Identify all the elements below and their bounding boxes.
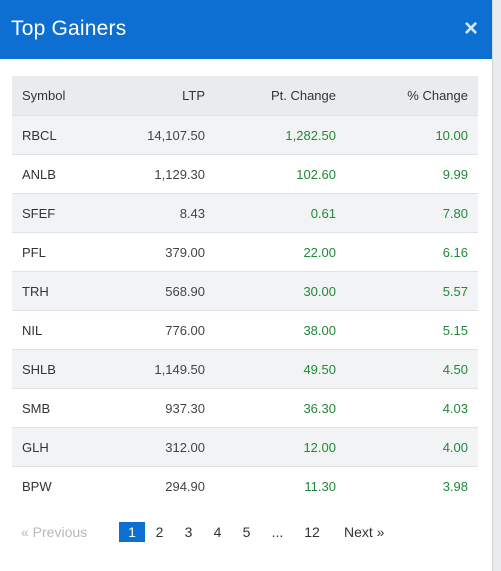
cell-ltp: 14,107.50 (112, 115, 215, 155)
cell-symbol: ANLB (12, 154, 112, 194)
table-row: ANLB 1,129.30 102.60 9.99 (12, 154, 478, 194)
close-icon[interactable]: × (463, 15, 478, 42)
cell-pct-change: 5.57 (346, 271, 478, 311)
cell-pt-change: 1,282.50 (215, 115, 346, 155)
cell-ltp: 312.00 (112, 427, 215, 467)
table-row: RBCL 14,107.50 1,282.50 10.00 (12, 115, 478, 155)
table-row: GLH 312.00 12.00 4.00 (12, 427, 478, 467)
cell-pt-change: 0.61 (215, 193, 346, 233)
table-row: SHLB 1,149.50 49.50 4.50 (12, 349, 478, 389)
cell-pct-change: 4.00 (346, 427, 478, 467)
cell-symbol: PFL (12, 232, 112, 272)
cell-pct-change: 4.03 (346, 388, 478, 428)
cell-ltp: 8.43 (112, 193, 215, 233)
table-row: SFEF 8.43 0.61 7.80 (12, 193, 478, 233)
previous-page-button[interactable]: « Previous (21, 524, 88, 540)
cell-ltp: 379.00 (112, 232, 215, 272)
cell-pt-change: 11.30 (215, 466, 346, 505)
cell-ltp: 1,149.50 (112, 349, 215, 389)
table-row: BPW 294.90 11.30 3.98 (12, 466, 478, 505)
page-5-button[interactable]: 5 (242, 524, 251, 540)
pagination-ellipsis: ... (271, 524, 284, 540)
cell-pct-change: 4.50 (346, 349, 478, 389)
page-1-button[interactable]: 1 (119, 522, 145, 542)
cell-symbol: SFEF (12, 193, 112, 233)
cell-pt-change: 38.00 (215, 310, 346, 350)
pagination: « Previous 1 2 3 4 5... 12 Next » (12, 521, 396, 543)
table-row: SMB 937.30 36.30 4.03 (12, 388, 478, 428)
table-row: PFL 379.00 22.00 6.16 (12, 232, 478, 272)
cell-symbol: GLH (12, 427, 112, 467)
gainers-table-container: Symbol LTP Pt. Change % Change RBCL 14,10… (12, 76, 478, 505)
cell-pct-change: 7.80 (346, 193, 478, 233)
page-12-button[interactable]: 12 (304, 524, 320, 540)
column-header-symbol: Symbol (12, 76, 112, 116)
cell-ltp: 1,129.30 (112, 154, 215, 194)
cell-symbol: RBCL (12, 115, 112, 155)
gainers-table: Symbol LTP Pt. Change % Change RBCL 14,10… (12, 76, 478, 505)
cell-pt-change: 36.30 (215, 388, 346, 428)
cell-symbol: SHLB (12, 349, 112, 389)
page-2-button[interactable]: 2 (155, 524, 164, 540)
modal-header: Top Gainers × (0, 0, 492, 59)
cell-pt-change: 30.00 (215, 271, 346, 311)
cell-pct-change: 6.16 (346, 232, 478, 272)
table-header-row: Symbol LTP Pt. Change % Change (12, 76, 478, 116)
column-header-ltp: LTP (112, 76, 215, 116)
cell-ltp: 937.30 (112, 388, 215, 428)
cell-symbol: NIL (12, 310, 112, 350)
column-header-pct-change: % Change (346, 76, 478, 116)
cell-pt-change: 49.50 (215, 349, 346, 389)
cell-pt-change: 12.00 (215, 427, 346, 467)
cell-pct-change: 3.98 (346, 466, 478, 505)
column-header-pt-change: Pt. Change (215, 76, 346, 116)
cell-pct-change: 9.99 (346, 154, 478, 194)
next-page-button[interactable]: Next » (344, 524, 385, 540)
cell-pt-change: 102.60 (215, 154, 346, 194)
cell-ltp: 294.90 (112, 466, 215, 505)
modal-title: Top Gainers (11, 17, 127, 40)
table-row: TRH 568.90 30.00 5.57 (12, 271, 478, 311)
cell-pt-change: 22.00 (215, 232, 346, 272)
cell-symbol: BPW (12, 466, 112, 505)
cell-ltp: 568.90 (112, 271, 215, 311)
cell-pct-change: 10.00 (346, 115, 478, 155)
cell-symbol: TRH (12, 271, 112, 311)
table-row: NIL 776.00 38.00 5.15 (12, 310, 478, 350)
page-4-button[interactable]: 4 (213, 524, 222, 540)
cell-symbol: SMB (12, 388, 112, 428)
cell-ltp: 776.00 (112, 310, 215, 350)
cell-pct-change: 5.15 (346, 310, 478, 350)
page-3-button[interactable]: 3 (184, 524, 193, 540)
